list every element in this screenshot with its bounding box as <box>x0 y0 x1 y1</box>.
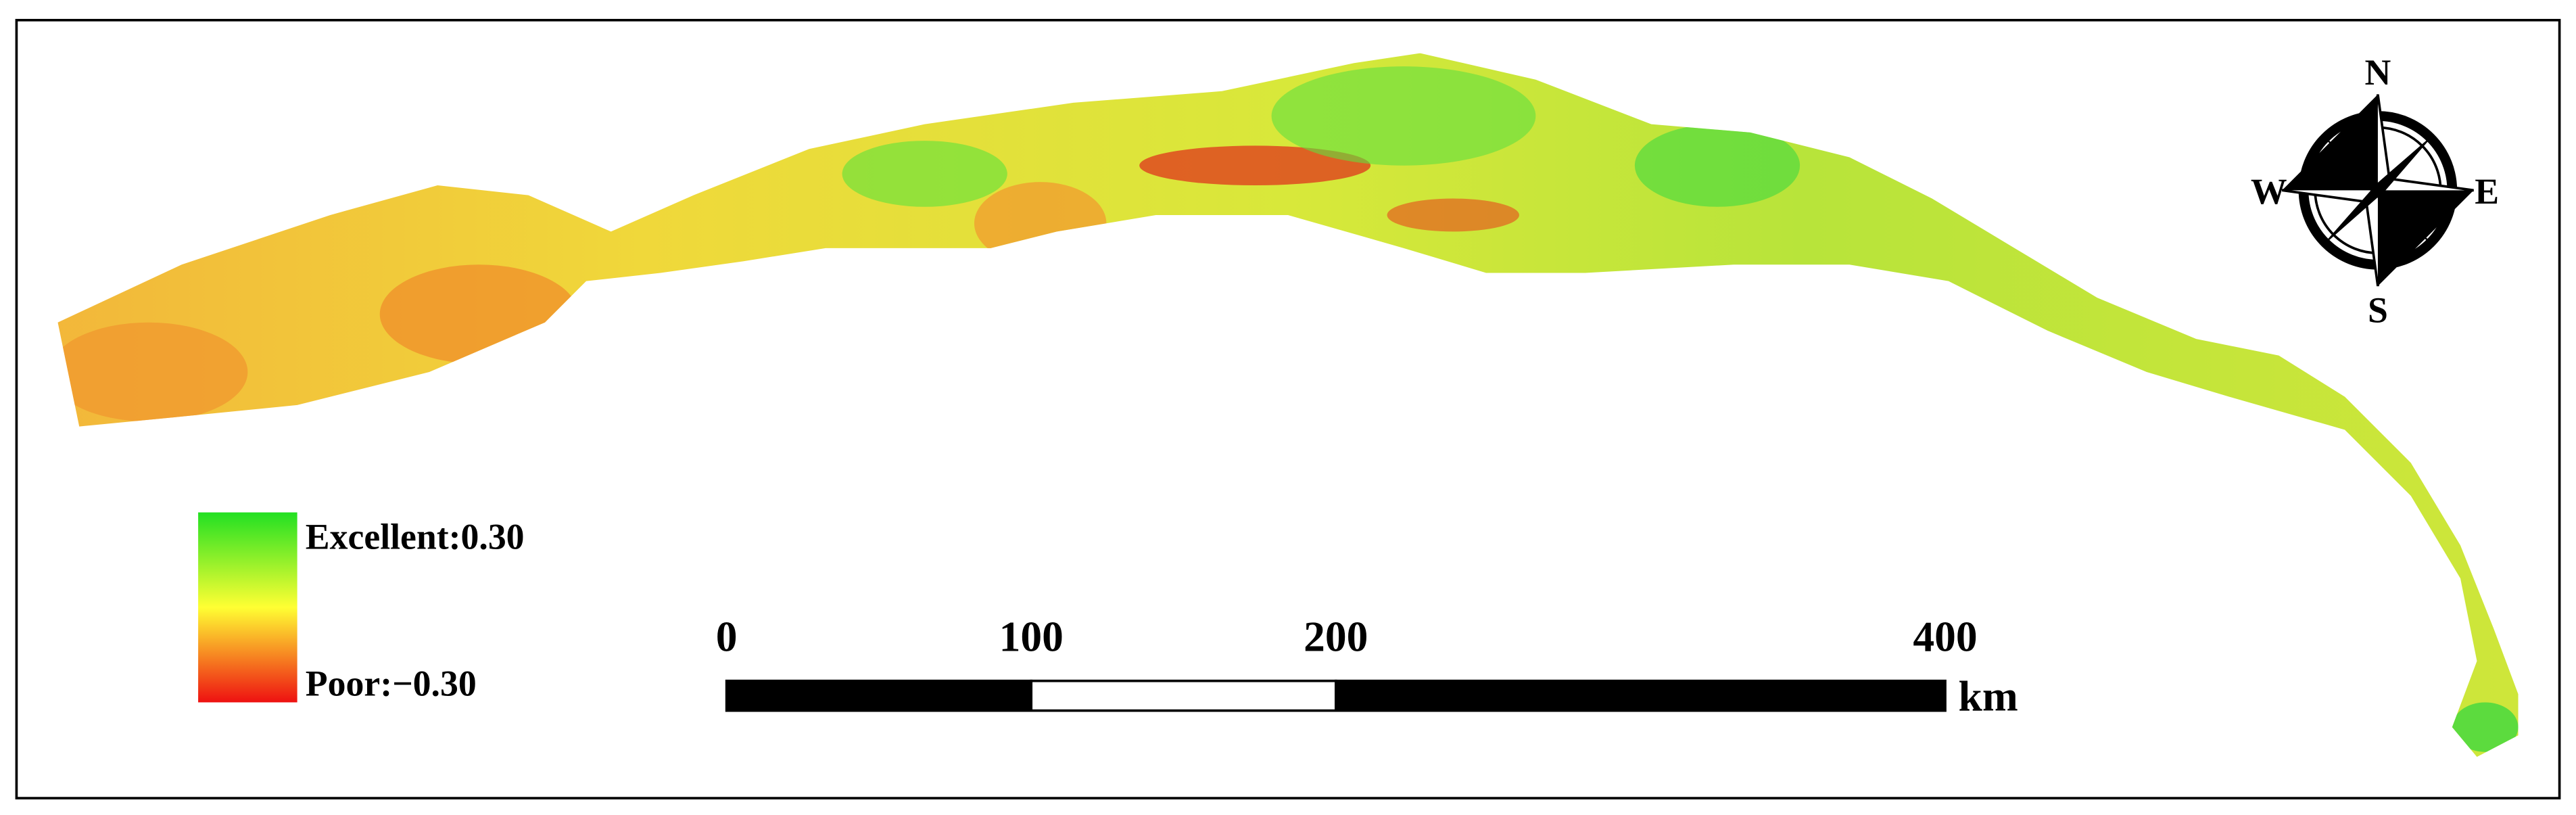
scale-bar: 0 100 200 400 km <box>716 613 2018 720</box>
frame <box>15 18 2561 799</box>
scale-segment <box>1334 679 1947 712</box>
compass-north: N <box>2365 52 2391 93</box>
scale-label: 0 <box>716 613 738 661</box>
compass-east: E <box>2475 171 2499 212</box>
compass-south: S <box>2368 290 2388 331</box>
legend-colorbar <box>198 512 297 703</box>
scale-label: 100 <box>999 613 1064 661</box>
scale-segment <box>725 679 1033 712</box>
legend-high-label: Excellent:0.30 <box>306 516 525 557</box>
scale-label: 400 <box>1913 613 1977 661</box>
scale-unit: km <box>1959 672 2018 720</box>
compass-west: W <box>2251 171 2287 212</box>
compass: N S W E <box>2251 52 2499 331</box>
legend-low-label: Poor:−0.30 <box>306 663 477 704</box>
scale-segment <box>1030 679 1337 712</box>
scale-label: 200 <box>1304 613 1368 661</box>
